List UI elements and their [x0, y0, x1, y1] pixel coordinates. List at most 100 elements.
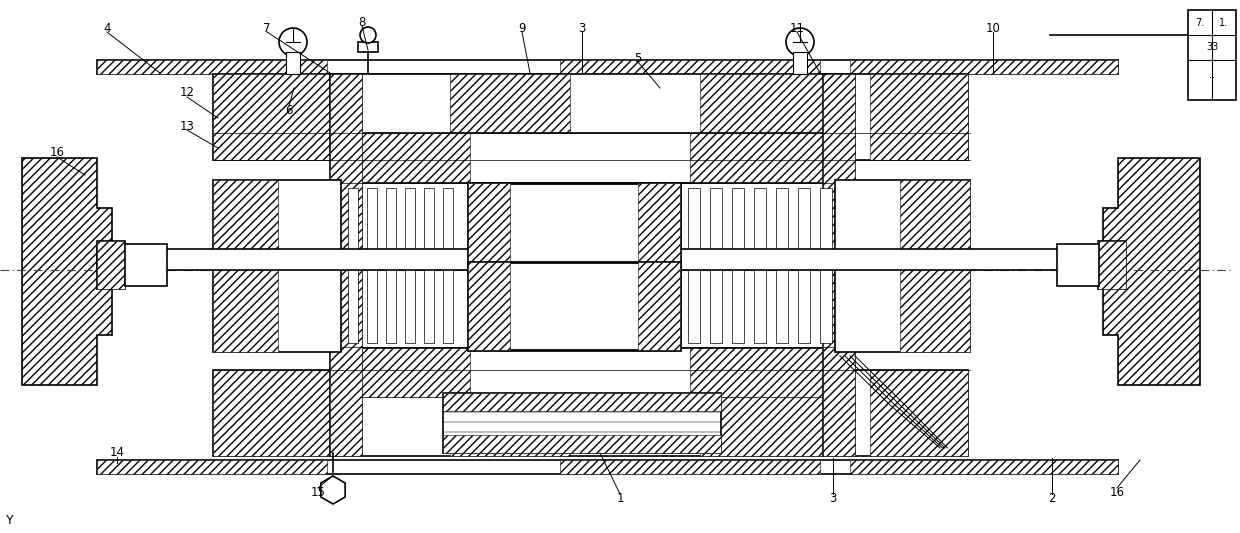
- Bar: [689, 347, 849, 397]
- Bar: [823, 74, 856, 456]
- Bar: [348, 265, 358, 343]
- Bar: [443, 265, 453, 343]
- Bar: [386, 188, 396, 266]
- Bar: [467, 262, 680, 350]
- Text: 14: 14: [109, 447, 124, 459]
- Bar: [340, 183, 470, 271]
- Bar: [754, 265, 766, 343]
- Bar: [424, 265, 434, 343]
- Bar: [1097, 241, 1126, 289]
- Bar: [405, 265, 415, 343]
- Bar: [97, 241, 125, 289]
- Text: 3: 3: [830, 491, 837, 505]
- Bar: [1097, 241, 1126, 289]
- Bar: [560, 60, 820, 74]
- Text: 16: 16: [50, 147, 64, 159]
- Text: 5: 5: [635, 52, 641, 64]
- Bar: [213, 264, 278, 352]
- Bar: [330, 74, 362, 456]
- Bar: [97, 460, 1118, 474]
- Bar: [732, 265, 744, 343]
- Bar: [794, 52, 807, 74]
- Text: 12: 12: [180, 86, 195, 100]
- Bar: [701, 74, 839, 160]
- Polygon shape: [358, 42, 378, 52]
- Text: 4: 4: [103, 21, 110, 35]
- Bar: [467, 183, 680, 271]
- Bar: [835, 180, 970, 268]
- Bar: [688, 188, 701, 266]
- Bar: [443, 188, 453, 266]
- Bar: [849, 60, 1118, 74]
- Bar: [340, 347, 470, 397]
- Bar: [776, 265, 787, 343]
- Bar: [900, 264, 970, 352]
- Bar: [870, 370, 968, 456]
- Bar: [776, 188, 787, 266]
- Bar: [689, 133, 849, 183]
- Text: ..: ..: [1209, 70, 1215, 80]
- Bar: [97, 60, 327, 74]
- Bar: [367, 265, 377, 343]
- Text: 6: 6: [285, 103, 293, 117]
- Bar: [213, 264, 341, 352]
- Bar: [467, 262, 510, 350]
- Bar: [213, 180, 278, 268]
- Bar: [450, 370, 570, 456]
- Text: 11: 11: [790, 21, 805, 35]
- Bar: [680, 260, 849, 348]
- Bar: [823, 74, 856, 456]
- Text: 10: 10: [986, 21, 1001, 35]
- Bar: [711, 188, 722, 266]
- Bar: [97, 249, 1118, 270]
- Circle shape: [279, 28, 308, 56]
- Bar: [688, 265, 701, 343]
- Bar: [450, 74, 570, 160]
- Polygon shape: [321, 476, 345, 504]
- Text: 13: 13: [180, 119, 195, 133]
- Bar: [443, 393, 720, 453]
- Bar: [799, 265, 810, 343]
- Bar: [367, 188, 377, 266]
- Text: 33: 33: [1205, 42, 1218, 52]
- Bar: [286, 52, 300, 74]
- Bar: [340, 347, 849, 397]
- Bar: [732, 188, 744, 266]
- Bar: [125, 244, 167, 286]
- Bar: [340, 133, 470, 183]
- Bar: [701, 370, 839, 456]
- Polygon shape: [1104, 158, 1200, 385]
- Bar: [754, 188, 766, 266]
- Bar: [870, 74, 968, 160]
- Bar: [711, 265, 722, 343]
- Bar: [213, 74, 334, 160]
- Bar: [213, 370, 968, 456]
- Bar: [467, 183, 510, 271]
- Bar: [340, 133, 849, 183]
- Text: Y: Y: [6, 513, 14, 527]
- Bar: [849, 460, 1118, 474]
- Bar: [680, 183, 849, 271]
- Bar: [213, 180, 341, 268]
- Text: 7: 7: [263, 21, 270, 35]
- Bar: [424, 188, 434, 266]
- Bar: [386, 265, 396, 343]
- Bar: [560, 460, 820, 474]
- Bar: [97, 241, 125, 289]
- Bar: [213, 74, 968, 160]
- Text: 1.: 1.: [1219, 18, 1229, 28]
- Bar: [405, 188, 415, 266]
- Bar: [97, 60, 1118, 74]
- Polygon shape: [22, 158, 112, 385]
- Bar: [443, 435, 720, 453]
- Bar: [348, 188, 358, 266]
- Bar: [97, 460, 327, 474]
- Circle shape: [786, 28, 813, 56]
- Bar: [835, 264, 970, 352]
- Bar: [900, 180, 970, 268]
- Text: 15: 15: [310, 486, 325, 498]
- Text: 1: 1: [616, 491, 624, 505]
- Bar: [1056, 244, 1099, 286]
- Circle shape: [360, 27, 376, 43]
- Bar: [639, 262, 680, 350]
